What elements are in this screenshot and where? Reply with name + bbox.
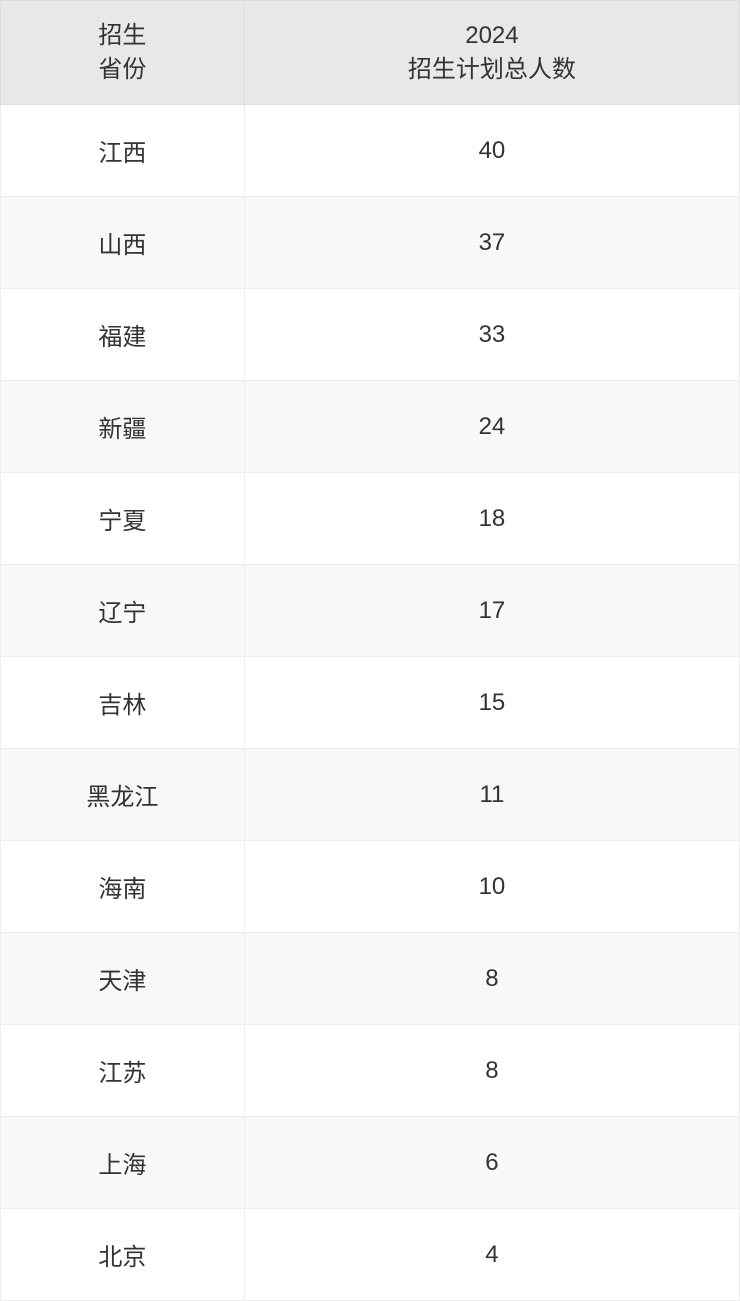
table-row: 吉林15 xyxy=(1,657,740,749)
cell-province: 江西 xyxy=(1,105,245,197)
cell-count: 24 xyxy=(244,381,739,473)
cell-province: 宁夏 xyxy=(1,473,245,565)
table-row: 江西40 xyxy=(1,105,740,197)
cell-count: 11 xyxy=(244,749,739,841)
table-row: 北京4 xyxy=(1,1209,740,1301)
cell-count: 6 xyxy=(244,1117,739,1209)
cell-province: 天津 xyxy=(1,933,245,1025)
cell-count: 37 xyxy=(244,197,739,289)
header-count-line1: 2024 xyxy=(465,22,518,49)
header-province: 招生 省份 xyxy=(1,1,245,105)
cell-count: 18 xyxy=(244,473,739,565)
table-row: 新疆24 xyxy=(1,381,740,473)
table-row: 宁夏18 xyxy=(1,473,740,565)
table-header-row: 招生 省份 2024 招生计划总人数 xyxy=(1,1,740,105)
table-row: 福建33 xyxy=(1,289,740,381)
cell-province: 海南 xyxy=(1,841,245,933)
table-row: 上海6 xyxy=(1,1117,740,1209)
cell-count: 8 xyxy=(244,933,739,1025)
header-province-line2: 省份 xyxy=(98,56,146,83)
header-province-line1: 招生 xyxy=(98,22,146,49)
cell-province: 福建 xyxy=(1,289,245,381)
cell-count: 8 xyxy=(244,1025,739,1117)
cell-count: 17 xyxy=(244,565,739,657)
table-row: 山西37 xyxy=(1,197,740,289)
table-row: 海南10 xyxy=(1,841,740,933)
cell-province: 吉林 xyxy=(1,657,245,749)
cell-count: 4 xyxy=(244,1209,739,1301)
table-row: 黑龙江11 xyxy=(1,749,740,841)
cell-province: 北京 xyxy=(1,1209,245,1301)
cell-count: 15 xyxy=(244,657,739,749)
cell-province: 黑龙江 xyxy=(1,749,245,841)
cell-province: 辽宁 xyxy=(1,565,245,657)
cell-province: 山西 xyxy=(1,197,245,289)
enrollment-table: 招生 省份 2024 招生计划总人数 江西40山西37福建33新疆24宁夏18辽… xyxy=(0,0,740,1301)
header-count: 2024 招生计划总人数 xyxy=(244,1,739,105)
cell-count: 10 xyxy=(244,841,739,933)
cell-province: 上海 xyxy=(1,1117,245,1209)
cell-province: 新疆 xyxy=(1,381,245,473)
table-body: 江西40山西37福建33新疆24宁夏18辽宁17吉林15黑龙江11海南10天津8… xyxy=(1,105,740,1301)
cell-count: 40 xyxy=(244,105,739,197)
cell-province: 江苏 xyxy=(1,1025,245,1117)
table-row: 辽宁17 xyxy=(1,565,740,657)
cell-count: 33 xyxy=(244,289,739,381)
table-row: 江苏8 xyxy=(1,1025,740,1117)
header-count-line2: 招生计划总人数 xyxy=(408,56,576,83)
table-row: 天津8 xyxy=(1,933,740,1025)
